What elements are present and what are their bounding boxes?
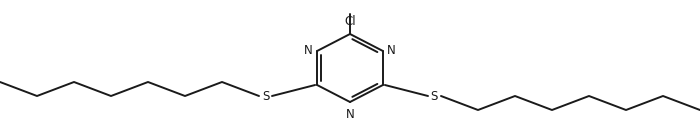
Text: S: S <box>262 90 270 103</box>
Text: N: N <box>346 108 354 121</box>
Text: S: S <box>430 90 438 103</box>
Text: N: N <box>387 44 395 58</box>
Text: N: N <box>304 44 313 58</box>
Text: Cl: Cl <box>344 15 356 28</box>
